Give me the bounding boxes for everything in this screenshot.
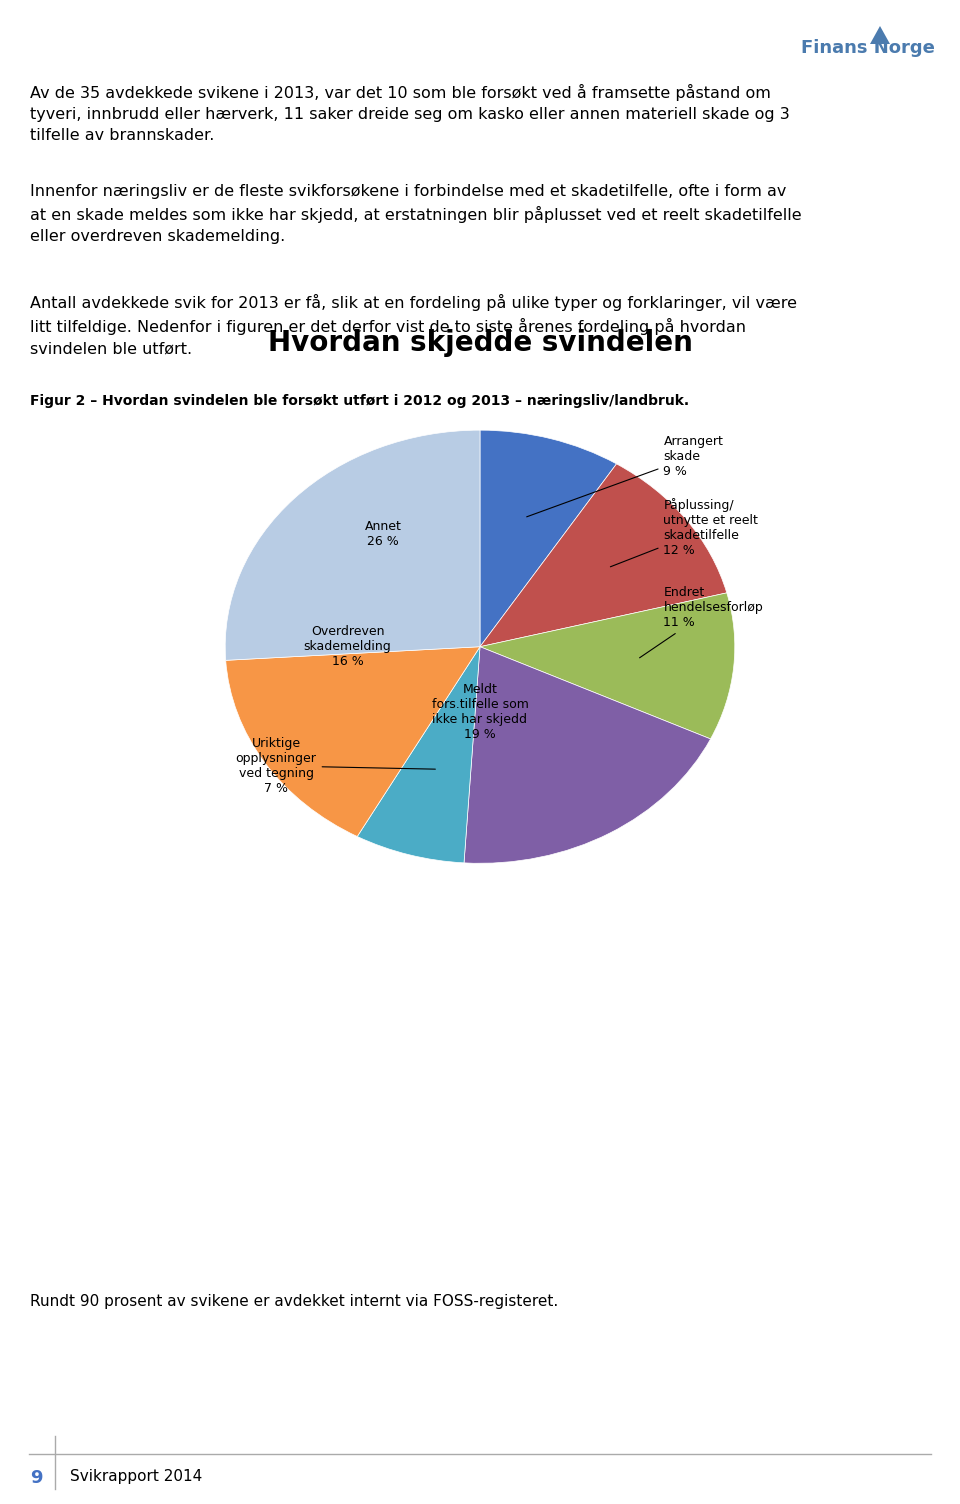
Text: Meldt
fors.tilfelle som
ikke har skjedd
19 %: Meldt fors.tilfelle som ikke har skjedd … <box>432 683 528 740</box>
Text: Innenfor næringsliv er de fleste svikforsøkene i forbindelse med et skadetilfell: Innenfor næringsliv er de fleste svikfor… <box>30 183 802 244</box>
Text: Overdreven
skademelding
16 %: Overdreven skademelding 16 % <box>303 626 392 668</box>
Text: Endret
hendelsesforløp
11 %: Endret hendelsesforløp 11 % <box>639 587 763 657</box>
Wedge shape <box>357 647 480 863</box>
Text: Annet
26 %: Annet 26 % <box>365 520 401 547</box>
Wedge shape <box>480 593 734 738</box>
Text: Figur 2 – Hvordan svindelen ble forsøkt utført i 2012 og 2013 – næringsliv/landb: Figur 2 – Hvordan svindelen ble forsøkt … <box>30 394 689 408</box>
Text: Påplussing/
utnytte et reelt
skadetilfelle
12 %: Påplussing/ utnytte et reelt skadetilfel… <box>611 498 758 567</box>
Text: 9: 9 <box>30 1469 42 1487</box>
Wedge shape <box>226 430 480 660</box>
Text: Antall avdekkede svik for 2013 er få, slik at en fordeling på ulike typer og for: Antall avdekkede svik for 2013 er få, sl… <box>30 293 797 356</box>
Text: Rundt 90 prosent av svikene er avdekket internt via FOSS-registeret.: Rundt 90 prosent av svikene er avdekket … <box>30 1293 559 1308</box>
Wedge shape <box>480 430 616 647</box>
Wedge shape <box>480 463 727 647</box>
Text: Arrangert
skade
9 %: Arrangert skade 9 % <box>527 435 723 517</box>
Wedge shape <box>464 647 710 863</box>
Title: Hvordan skjedde svindelen: Hvordan skjedde svindelen <box>268 329 692 358</box>
Wedge shape <box>226 647 480 836</box>
Polygon shape <box>870 26 890 44</box>
Text: Finans Norge: Finans Norge <box>802 39 935 57</box>
Text: Svikrapport 2014: Svikrapport 2014 <box>70 1469 203 1484</box>
Text: Uriktige
opplysninger
ved tegning
7 %: Uriktige opplysninger ved tegning 7 % <box>236 737 435 794</box>
Text: Av de 35 avdekkede svikene i 2013, var det 10 som ble forsøkt ved å framsette på: Av de 35 avdekkede svikene i 2013, var d… <box>30 84 790 143</box>
